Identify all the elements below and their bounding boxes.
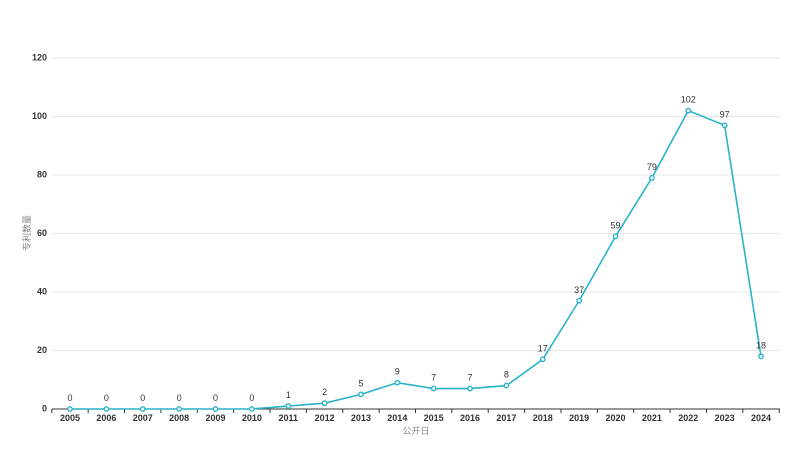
data-label: 79: [647, 162, 657, 172]
data-label: 0: [140, 393, 145, 403]
data-point[interactable]: [467, 385, 473, 392]
y-tick-label: 0: [42, 403, 47, 413]
data-point[interactable]: [721, 122, 728, 129]
data-point[interactable]: [503, 382, 510, 389]
x-tick-label: 2018: [533, 413, 553, 423]
series-line: [70, 109, 762, 410]
data-label: 97: [720, 109, 730, 119]
data-label: 0: [104, 393, 109, 403]
data-point[interactable]: [430, 385, 437, 392]
series-layer: [67, 107, 764, 412]
data-point[interactable]: [321, 400, 328, 407]
data-label: 102: [681, 95, 696, 105]
x-tick-label: 2024: [751, 413, 771, 423]
y-tick-label: 80: [37, 169, 47, 179]
x-tick-label: 2019: [569, 413, 589, 423]
y-tick-label: 40: [37, 286, 47, 296]
x-tick-label: 2022: [678, 413, 698, 423]
data-point[interactable]: [248, 406, 255, 412]
data-label: 7: [468, 373, 473, 383]
data-label: 5: [358, 378, 363, 388]
y-axis-title: 专利数量: [21, 215, 32, 251]
x-tick-label: 2013: [351, 413, 371, 423]
data-label: 0: [177, 393, 182, 403]
x-tick-label: 2016: [460, 413, 480, 423]
y-axis: 0 20 40 60 80 100 120: [32, 52, 47, 413]
data-label: 1: [286, 390, 291, 400]
y-tick-label: 120: [32, 52, 47, 62]
data-label: 7: [431, 373, 436, 383]
data-label: 9: [395, 367, 400, 377]
x-tick-label: 2008: [169, 413, 189, 423]
y-tick-label: 100: [32, 111, 47, 121]
x-tick-label: 2023: [715, 413, 735, 423]
data-label: 0: [67, 393, 72, 403]
x-tick-label: 2006: [96, 413, 116, 423]
data-point[interactable]: [576, 297, 583, 304]
data-point[interactable]: [139, 406, 146, 412]
data-label: 17: [538, 343, 548, 353]
data-label: 59: [611, 220, 621, 230]
data-label: 2: [322, 387, 327, 397]
data-point[interactable]: [176, 406, 183, 412]
x-tick-label: 2005: [60, 413, 80, 423]
data-point[interactable]: [212, 406, 219, 412]
y-tick-label: 60: [37, 228, 47, 238]
data-point[interactable]: [685, 107, 692, 114]
x-axis-title: 公开日: [402, 426, 429, 436]
data-point[interactable]: [394, 379, 401, 386]
data-label: 37: [574, 285, 584, 295]
x-tick-label: 2014: [387, 413, 407, 423]
y-tick-label: 20: [37, 345, 47, 355]
x-tick-label: 2015: [424, 413, 444, 423]
data-label: 0: [249, 393, 254, 403]
gridlines: [52, 57, 780, 351]
data-point[interactable]: [103, 406, 110, 412]
x-axis: 2005 2006 2007 2008 2009 2010 2011 2012 2013 2014…: [51, 408, 780, 423]
x-tick-label: 2012: [315, 413, 335, 423]
x-tick-label: 2007: [133, 413, 153, 423]
data-point[interactable]: [612, 233, 619, 240]
data-label: 18: [756, 340, 766, 350]
data-label: 8: [504, 370, 509, 380]
data-point[interactable]: [285, 403, 292, 409]
x-tick-label: 2017: [496, 413, 516, 423]
data-point[interactable]: [539, 356, 546, 363]
data-point[interactable]: [67, 406, 73, 412]
x-tick-label: 2009: [205, 413, 225, 423]
x-tick-label: 2010: [242, 413, 262, 423]
data-label: 0: [213, 393, 218, 403]
x-tick-label: 2020: [606, 413, 626, 423]
x-tick-label: 2011: [278, 413, 298, 423]
data-point[interactable]: [758, 353, 764, 360]
x-tick-label: 2021: [642, 413, 662, 423]
data-point[interactable]: [358, 391, 364, 398]
data-point[interactable]: [648, 175, 655, 181]
